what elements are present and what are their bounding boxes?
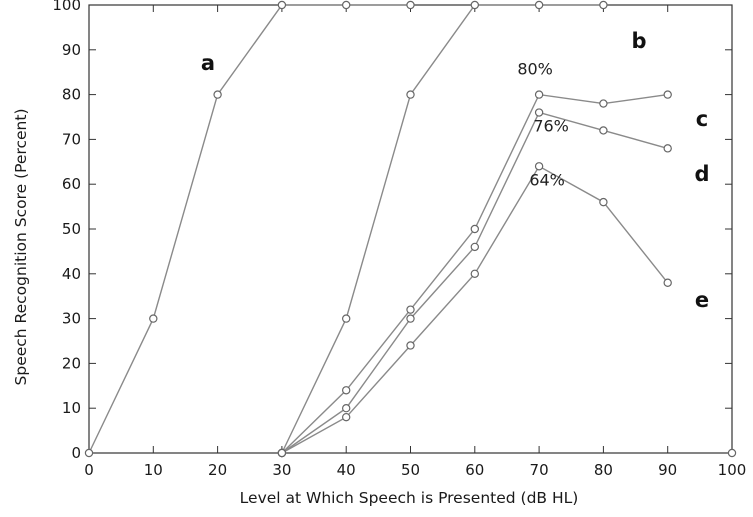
curve-label-d: d	[694, 162, 709, 186]
y-tick-label: 100	[52, 0, 81, 14]
data-point-b	[599, 0, 608, 10]
data-point-e	[342, 412, 351, 422]
data-point-b	[342, 314, 351, 323]
x-tick-label: 90	[658, 461, 677, 479]
y-tick-label: 90	[62, 41, 81, 59]
x-tick-label: 100	[718, 461, 747, 479]
curve-label-c: c	[696, 107, 708, 131]
series-line-b	[281, 4, 604, 454]
curve-label-a: a	[201, 51, 215, 75]
x-tick-label: 20	[208, 461, 227, 479]
data-point-d	[663, 144, 672, 153]
data-point-e	[663, 278, 672, 287]
y-tick-label: 20	[62, 354, 81, 372]
data-point-c	[663, 90, 672, 99]
x-tick-label: 80	[594, 461, 613, 479]
y-tick-label: 10	[62, 399, 81, 417]
data-point-a	[406, 0, 415, 10]
y-axis-title: Speech Recognition Score (Percent)	[12, 109, 30, 386]
y-tick-label: 50	[62, 220, 81, 238]
data-point-d	[599, 126, 608, 135]
data-point-a	[213, 90, 222, 99]
data-point-a	[84, 448, 94, 458]
x-axis-title: Level at Which Speech is Presented (dB H…	[240, 489, 579, 507]
data-point-e	[599, 197, 608, 207]
data-point-c	[534, 90, 544, 99]
y-tick-label: 60	[62, 175, 81, 193]
y-tick-label: 40	[62, 265, 81, 283]
data-point-a	[277, 0, 287, 10]
data-point-b	[470, 0, 479, 10]
data-point-c	[470, 224, 479, 234]
series-points	[84, 0, 737, 458]
x-tick-label: 70	[530, 461, 549, 479]
data-point-e	[406, 341, 415, 350]
data-point-e	[470, 269, 479, 278]
data-point-d	[534, 108, 544, 117]
plot-border	[88, 4, 733, 454]
x-tick-label: 60	[465, 461, 484, 479]
annotation-label: 64%	[529, 170, 565, 189]
data-point-d	[406, 314, 415, 323]
series-line-e	[281, 165, 669, 454]
data-point-b	[406, 90, 415, 99]
data-point-c	[599, 99, 608, 108]
x-tick-label: 40	[337, 461, 356, 479]
x-tick-label: 50	[401, 461, 420, 479]
data-point-c	[406, 305, 415, 314]
data-point-a	[342, 0, 351, 10]
series-line-d	[281, 111, 668, 454]
y-tick-label: 80	[62, 86, 81, 104]
series-line-a	[88, 4, 411, 454]
series-lines	[88, 4, 669, 454]
y-tick-label: 0	[71, 444, 81, 462]
data-point-b	[534, 0, 544, 10]
plot-frame	[88, 4, 733, 454]
data-point-extra	[727, 448, 737, 458]
data-point-d	[342, 404, 351, 413]
curve-label-e: e	[695, 288, 709, 312]
data-point-c	[342, 386, 351, 395]
chart-text: Level at Which Speech is Presented (dB H…	[12, 29, 710, 507]
axis-ticks: 0 10 20 30 40 50 60 70 80 90 100 0 10 20 30 40 50 60 70 80 9…	[52, 0, 746, 479]
x-tick-label: 0	[84, 461, 94, 479]
annotation-label: 76%	[533, 117, 569, 136]
data-point-a	[149, 314, 158, 323]
y-tick-label: 70	[62, 130, 81, 148]
x-tick-label: 10	[144, 461, 163, 479]
data-point-e	[277, 448, 287, 458]
data-point-d	[470, 242, 479, 252]
curve-label-b: b	[631, 29, 646, 53]
x-tick-label: 30	[272, 461, 291, 479]
annotation-label: 80%	[517, 60, 553, 79]
data-point-e	[534, 162, 544, 171]
y-tick-label: 30	[62, 310, 81, 328]
